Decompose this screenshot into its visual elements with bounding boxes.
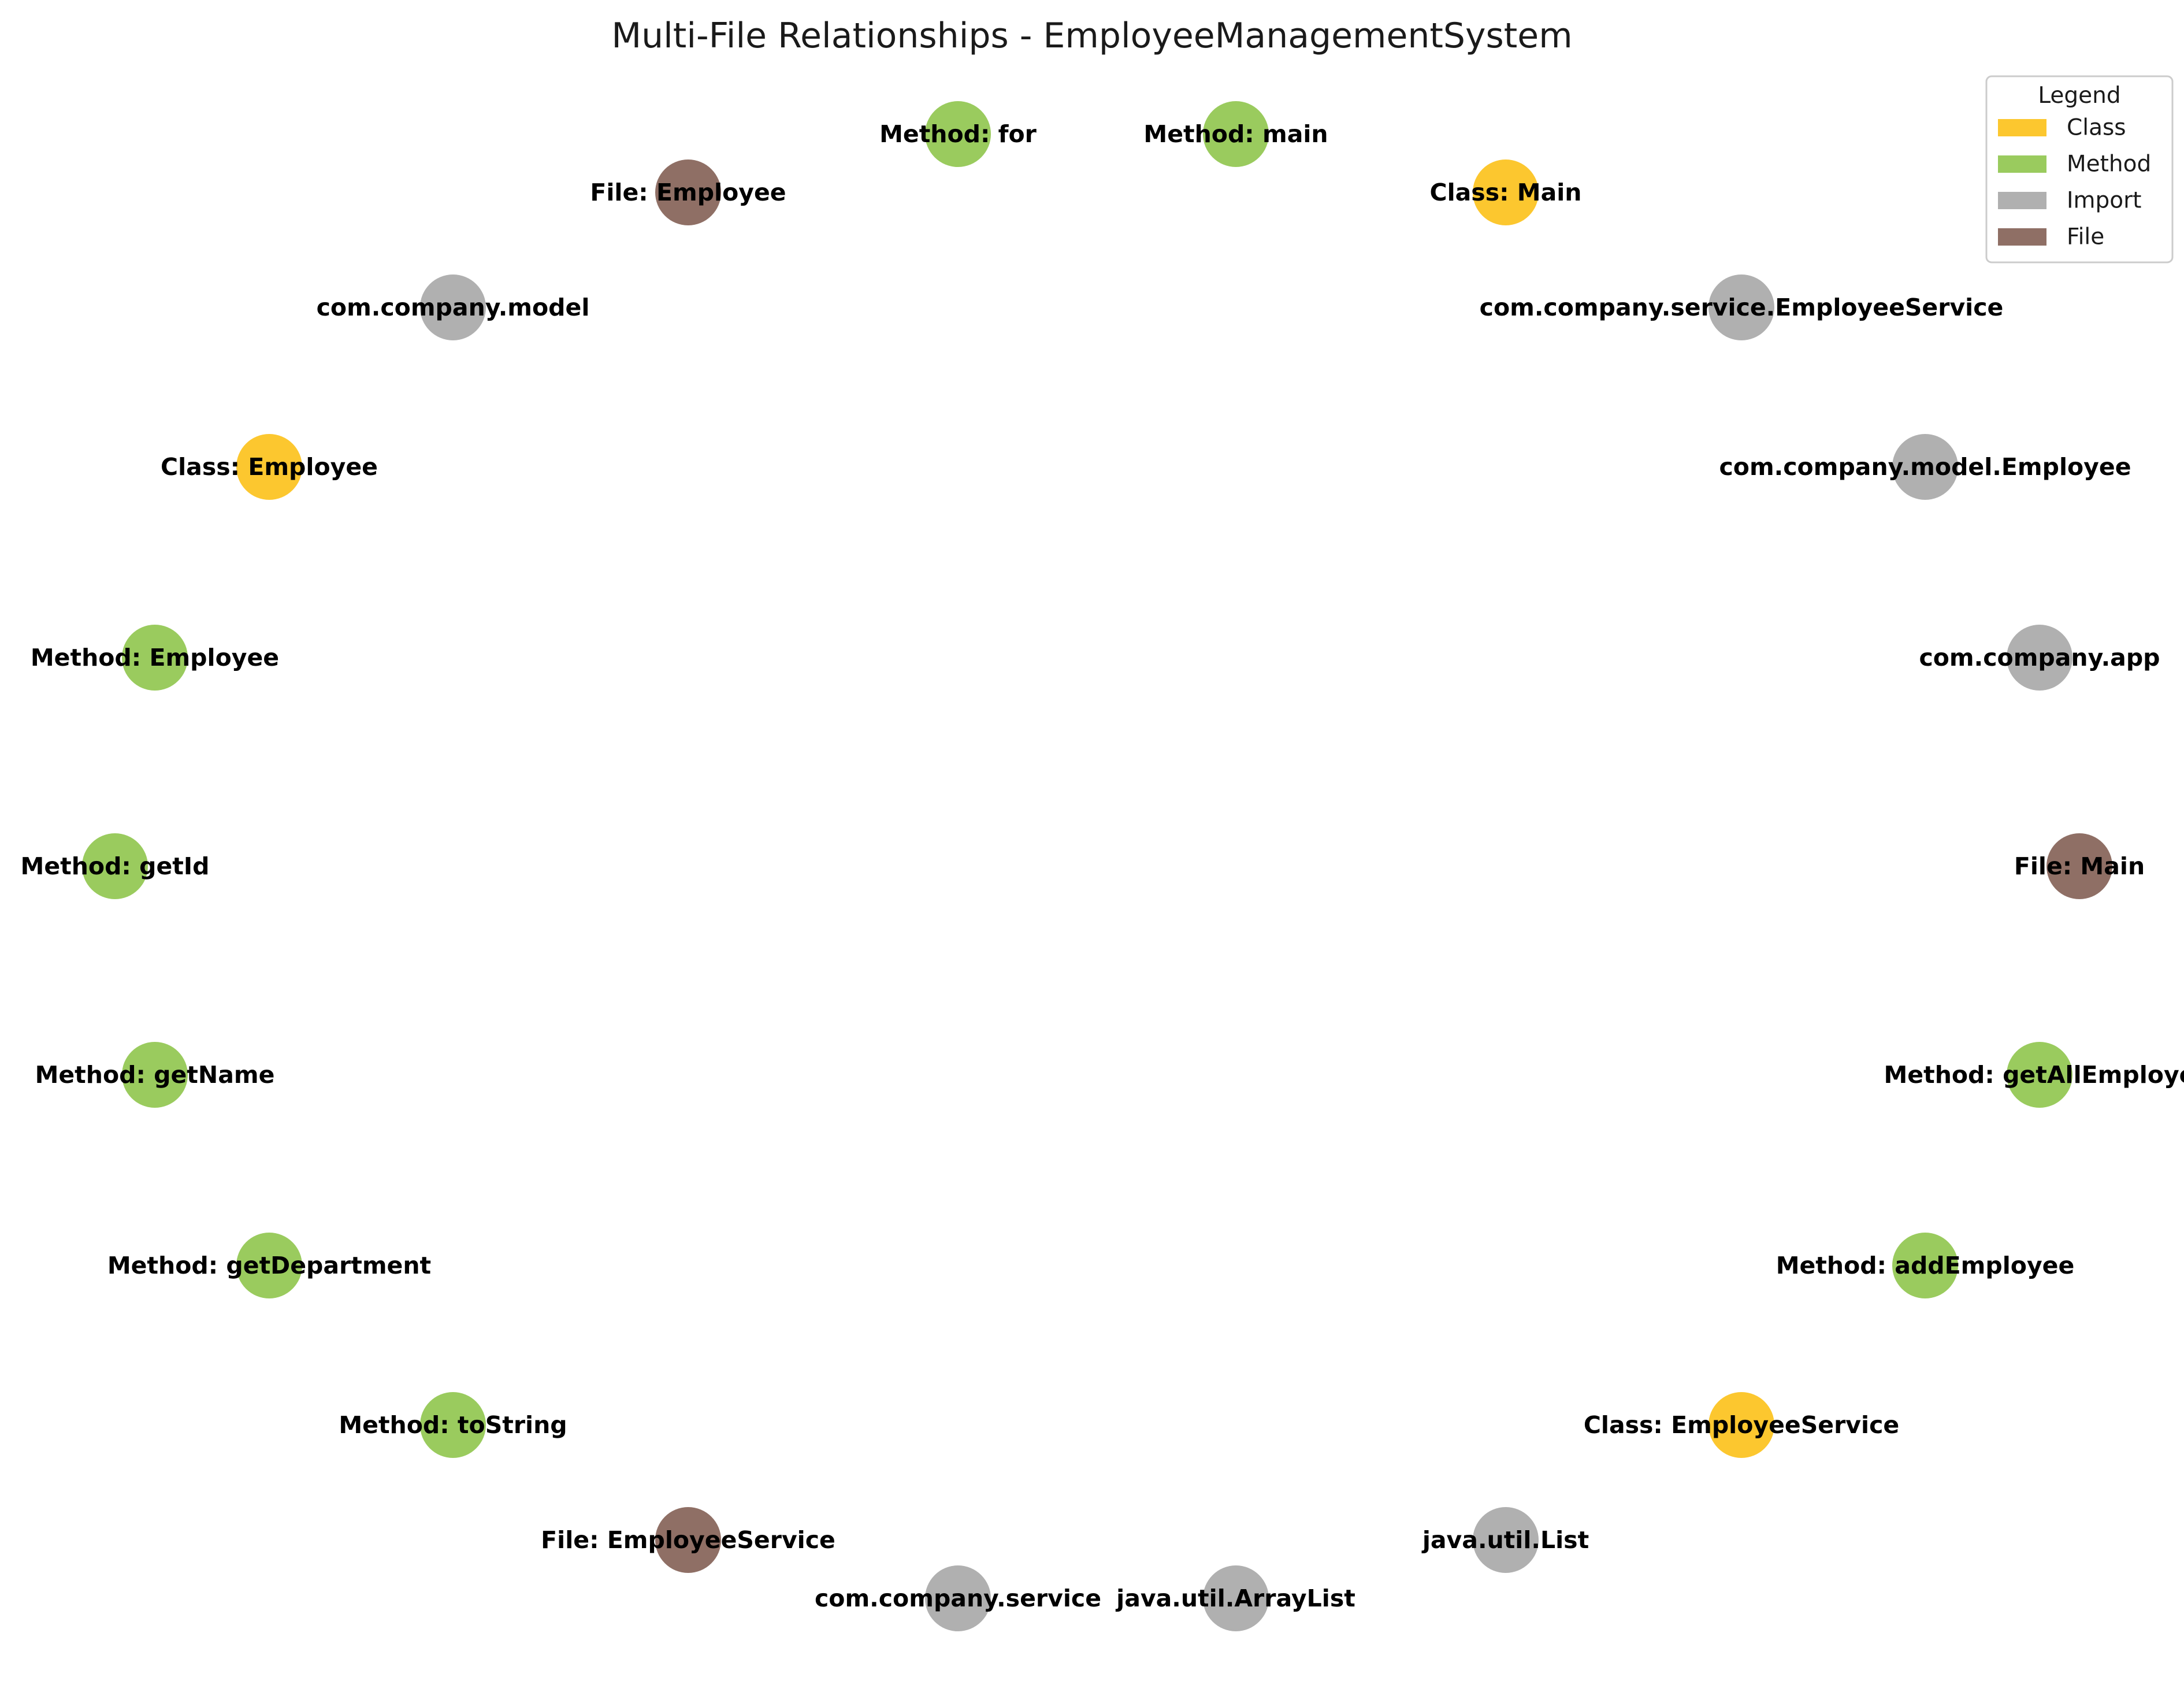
node-circle-import <box>1203 1565 1269 1631</box>
legend-label-file: File <box>2067 224 2104 250</box>
graph-node: com.company.service.EmployeeService <box>1480 274 2004 340</box>
graph-node: Method: getDepartment <box>107 1233 431 1298</box>
node-circle-method <box>1203 101 1269 167</box>
node-label: Method: getDepartment <box>107 1252 431 1279</box>
graph-node: java.util.List <box>1421 1507 1589 1573</box>
node-label: com.company.service <box>815 1584 1101 1612</box>
node-circle-method <box>122 625 188 691</box>
node-circle-import <box>1473 1507 1539 1573</box>
legend-item-file: File <box>1998 224 2104 250</box>
legend-label-class: Class <box>2067 115 2126 141</box>
legend-label-import: Import <box>2067 188 2141 214</box>
node-circle-file <box>2046 833 2112 899</box>
legend-swatch-class <box>1998 119 2046 136</box>
node-label: java.util.ArrayList <box>1115 1584 1355 1612</box>
legend-label-method: Method <box>2067 151 2151 177</box>
graph-node: java.util.ArrayList <box>1115 1565 1355 1631</box>
node-label: Method: for <box>879 120 1037 148</box>
node-label: com.company.model <box>317 294 590 321</box>
graph-node: Class: Main <box>1430 159 1582 225</box>
node-label: com.company.model.Employee <box>1719 453 2131 481</box>
graph-node: com.company.model.Employee <box>1719 434 2131 500</box>
node-circle-method <box>420 1392 486 1458</box>
legend-item-method: Method <box>1998 151 2151 177</box>
graph-node: Method: getAllEmploye <box>1884 1042 2184 1108</box>
node-label: com.company.service.EmployeeService <box>1480 294 2004 321</box>
node-circle-method <box>925 101 991 167</box>
node-circle-file <box>655 1507 721 1573</box>
graph-node: Method: Employee <box>31 625 279 691</box>
graph-node: Class: EmployeeService <box>1584 1392 1899 1458</box>
legend-items: Class Method Import File <box>1998 115 2151 250</box>
node-label: Method: getId <box>21 852 210 880</box>
graph-node: File: Main <box>2014 833 2145 899</box>
node-label: Method: toString <box>339 1411 567 1439</box>
node-label: File: Main <box>2014 852 2145 880</box>
node-circle-method <box>236 1233 302 1298</box>
node-circle-import <box>925 1565 991 1631</box>
node-circle-class <box>1473 159 1539 225</box>
graph-node: Method: getName <box>35 1042 275 1108</box>
graph-node: Method: getId <box>21 833 210 899</box>
node-label: Class: Employee <box>161 453 378 481</box>
node-circle-method <box>82 833 148 899</box>
legend-swatch-method <box>1998 155 2046 173</box>
legend-swatch-file <box>1998 228 2046 246</box>
node-circle-import <box>420 274 486 340</box>
graph-node: Method: main <box>1143 101 1328 167</box>
node-label: Class: Main <box>1430 179 1582 206</box>
node-label: Method: addEmployee <box>1776 1252 2075 1279</box>
node-label: File: EmployeeService <box>541 1526 835 1554</box>
graph-node: Class: Employee <box>161 434 378 500</box>
node-label: Method: main <box>1143 120 1328 148</box>
legend-swatch-import <box>1998 192 2046 209</box>
legend: Legend Class Method Import File <box>1985 75 2174 264</box>
graph-node: com.company.model <box>317 274 590 340</box>
legend-title: Legend <box>2038 83 2120 109</box>
node-label: Method: Employee <box>31 644 279 671</box>
graph-node: Method: for <box>879 101 1037 167</box>
node-circle-import <box>1892 434 1958 500</box>
node-circle-class <box>236 434 302 500</box>
graph-node: File: EmployeeService <box>541 1507 835 1573</box>
node-circle-method <box>122 1042 188 1108</box>
graph-node: File: Employee <box>590 159 786 225</box>
node-label: Class: EmployeeService <box>1584 1411 1899 1439</box>
diagram-title: Multi-File Relationships - EmployeeManag… <box>611 16 1572 56</box>
legend-item-class: Class <box>1998 115 2126 141</box>
node-circle-method <box>1892 1233 1958 1298</box>
graph-node: com.company.app <box>1919 625 2160 691</box>
node-circle-import <box>1708 274 1774 340</box>
node-circle-class <box>1708 1392 1774 1458</box>
node-label: com.company.app <box>1919 644 2160 671</box>
node-circle-import <box>2007 625 2072 691</box>
legend-item-import: Import <box>1998 188 2141 214</box>
node-label: Method: getAllEmploye <box>1884 1061 2184 1089</box>
node-label: Method: getName <box>35 1061 275 1089</box>
node-label: java.util.List <box>1421 1526 1589 1554</box>
node-label: File: Employee <box>590 179 786 206</box>
graph-node: Method: toString <box>339 1392 567 1458</box>
node-circle-method <box>2007 1042 2072 1108</box>
graph-node: com.company.service <box>815 1565 1101 1631</box>
graph-node: Method: addEmployee <box>1776 1233 2075 1298</box>
nodes-layer: Method: for Method: main File: Employee Cla… <box>21 101 2184 1631</box>
node-circle-file <box>655 159 721 225</box>
